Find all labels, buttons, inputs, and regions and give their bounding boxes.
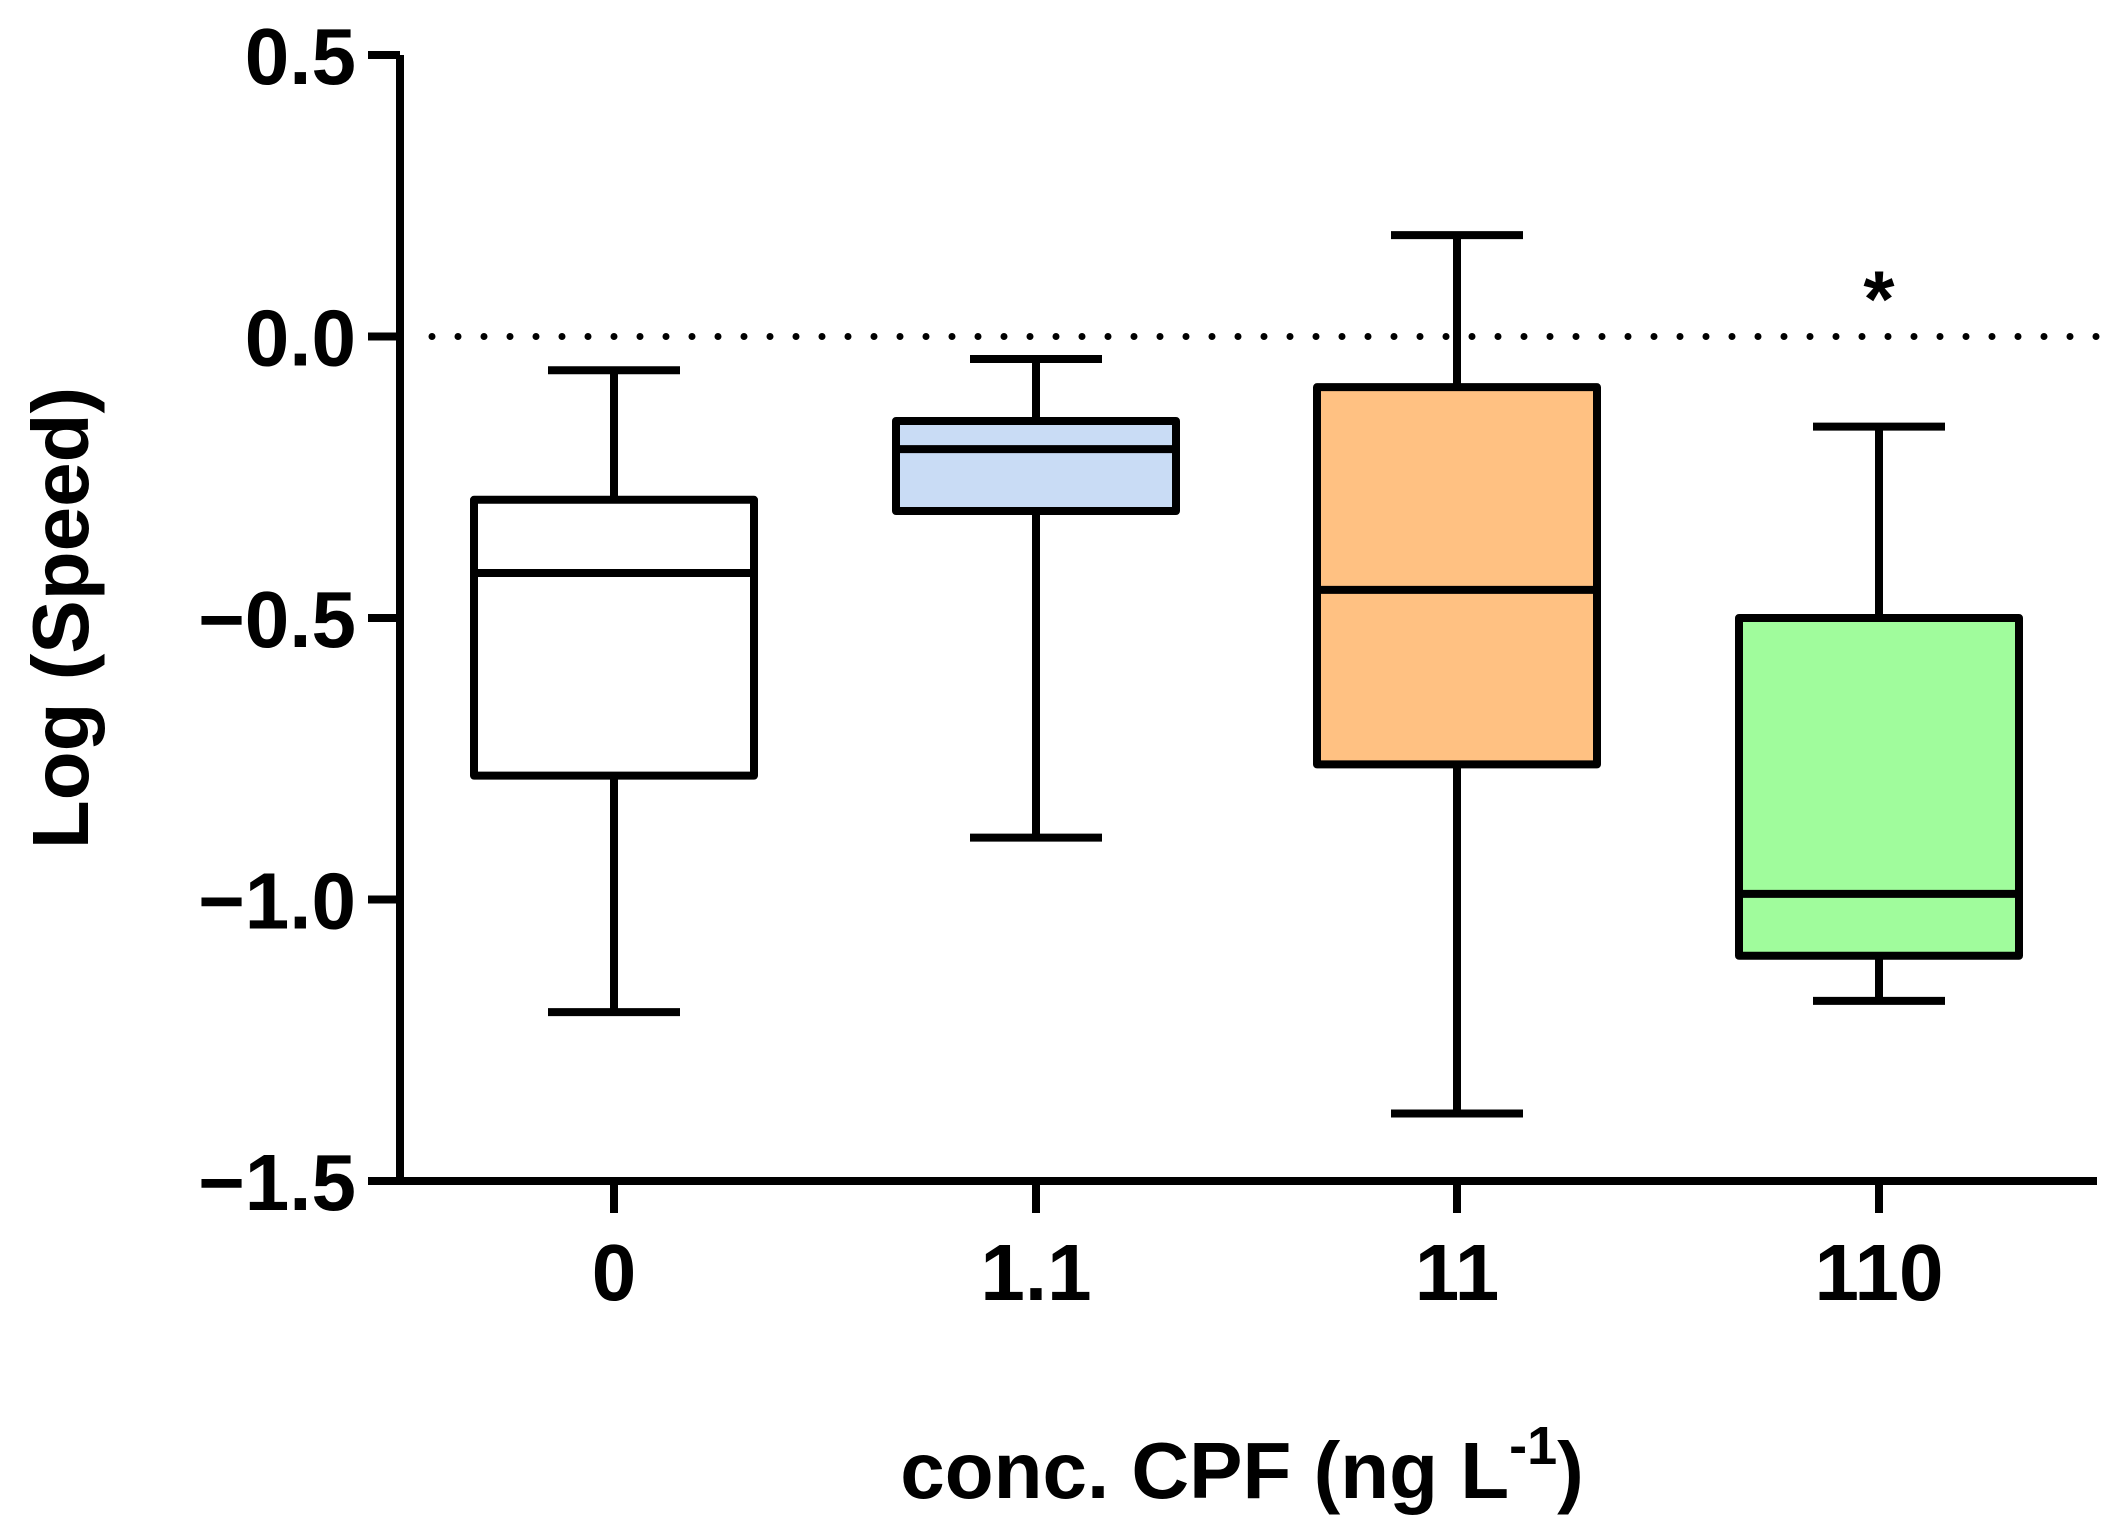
x-tick-label: 110 bbox=[1814, 1228, 1943, 1317]
iqr-box bbox=[1735, 614, 2023, 960]
iqr-box bbox=[892, 416, 1180, 516]
y-tick-label: 0.0 bbox=[245, 294, 356, 383]
box-group-110: * bbox=[1735, 255, 2023, 1005]
y-tick-label: −1.5 bbox=[198, 1138, 356, 1227]
x-tick-label: 1.1 bbox=[980, 1228, 1091, 1317]
y-tick-label: −0.5 bbox=[198, 575, 356, 664]
box-group-0 bbox=[470, 366, 758, 1017]
x-tick-label: 11 bbox=[1415, 1228, 1500, 1317]
y-tick-label: 0.5 bbox=[245, 12, 356, 101]
iqr-box bbox=[470, 495, 758, 780]
iqr-box bbox=[1313, 383, 1601, 769]
y-ticks-layer: 0.5 0.0 −0.5 −1.0 −1.5 bbox=[198, 12, 400, 1227]
boxes-layer: * bbox=[470, 231, 2023, 1118]
x-axis-title-main: conc. CPF (ng L bbox=[900, 1426, 1509, 1515]
x-tick-label: 0 bbox=[592, 1228, 637, 1317]
y-tick-label: −1.0 bbox=[198, 857, 356, 946]
x-axis-title-superscript: -1 bbox=[1509, 1416, 1557, 1476]
x-axis-title: conc. CPF (ng L-1) bbox=[900, 1416, 1584, 1515]
x-ticks-layer: 0 1.1 11 110 bbox=[592, 1181, 1944, 1317]
box-group-11 bbox=[1313, 231, 1601, 1118]
x-axis-title-suffix: ) bbox=[1557, 1426, 1584, 1515]
box-group-1-1 bbox=[892, 355, 1180, 842]
y-axis-title: Log (Speed) bbox=[16, 387, 105, 849]
significance-marker: * bbox=[1863, 255, 1895, 344]
